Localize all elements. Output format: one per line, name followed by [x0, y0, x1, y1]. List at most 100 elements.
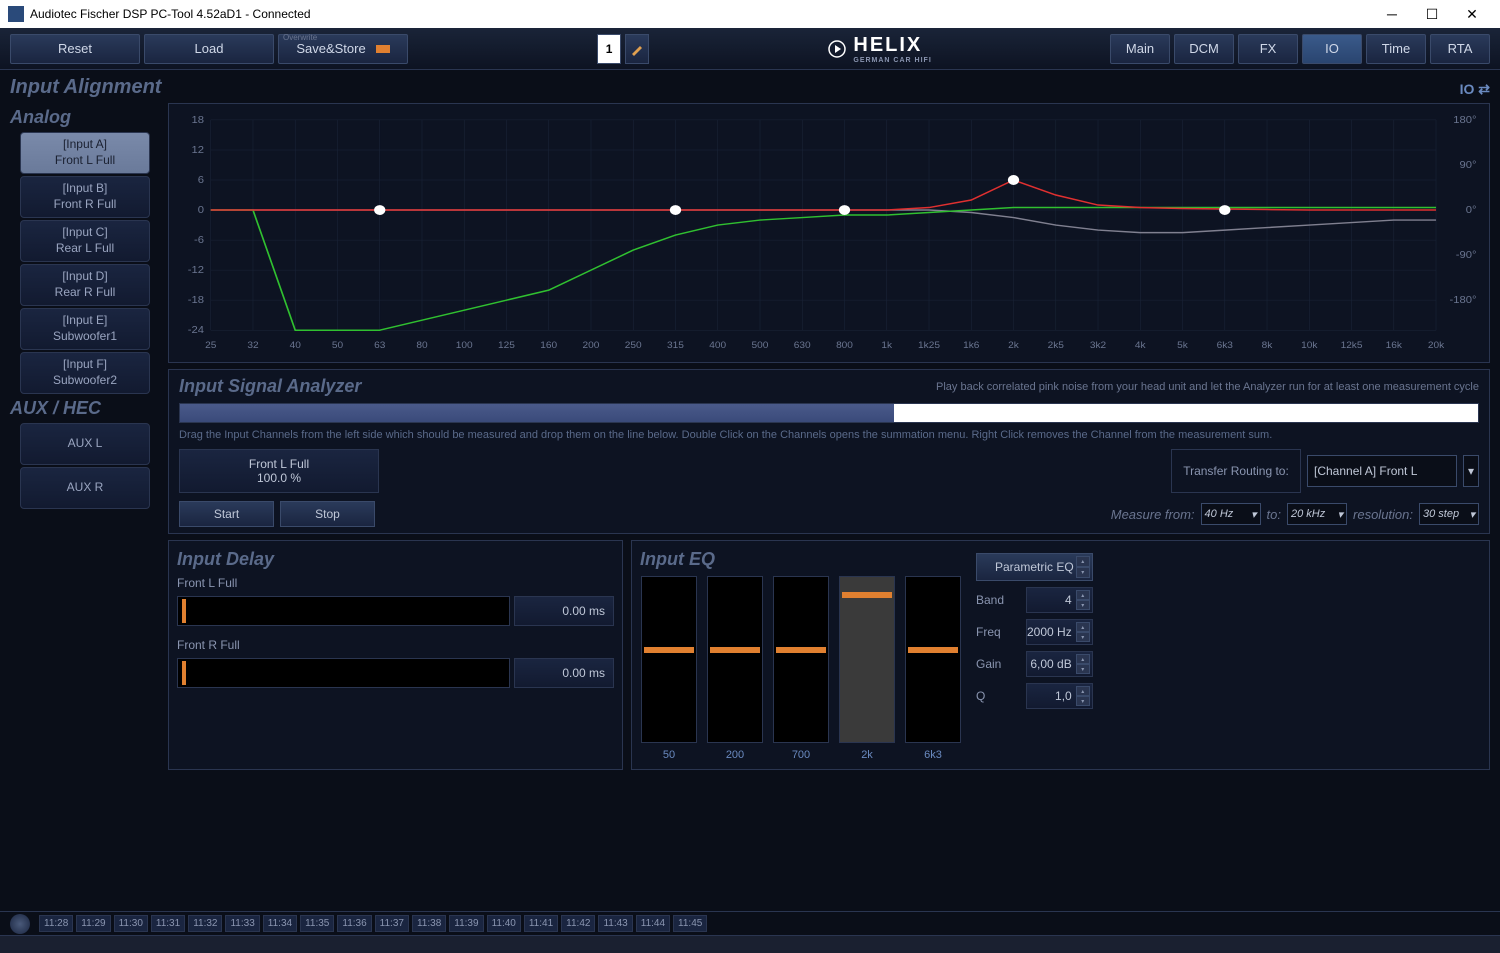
eq-band-slider[interactable]	[641, 576, 697, 743]
edit-icon[interactable]	[625, 34, 649, 64]
input-subwoofer2[interactable]: [Input F]Subwoofer2	[20, 352, 150, 394]
history-icon[interactable]	[10, 914, 30, 934]
close-button[interactable]: ✕	[1452, 0, 1492, 28]
svg-text:-180°: -180°	[1450, 295, 1477, 306]
eq-param-value[interactable]: 4▴▾	[1026, 587, 1093, 613]
start-button[interactable]: Start	[179, 501, 274, 527]
page-indicator[interactable]: 1	[597, 34, 621, 64]
analog-header: Analog	[10, 107, 160, 128]
svg-text:1k6: 1k6	[963, 341, 979, 351]
history-step[interactable]: 11:36	[337, 915, 371, 932]
tab-time[interactable]: Time	[1366, 34, 1426, 64]
input-front-l-full[interactable]: [Input A]Front L Full	[20, 132, 150, 174]
svg-text:500: 500	[752, 341, 769, 351]
svg-text:6k3: 6k3	[1217, 341, 1233, 351]
tab-dcm[interactable]: DCM	[1174, 34, 1234, 64]
transfer-routing-select[interactable]: [Channel A] Front L	[1307, 455, 1457, 487]
spin-down-icon[interactable]: ▾	[1076, 632, 1090, 642]
input-delay-panel: Input Delay Front L Full0.00 msFront R F…	[168, 540, 623, 770]
svg-text:-24: -24	[188, 325, 204, 336]
spin-up-icon[interactable]: ▴	[1076, 590, 1090, 600]
delay-slider[interactable]	[177, 596, 510, 626]
history-step[interactable]: 11:40	[487, 915, 521, 932]
eq-param-label: Band	[976, 593, 1026, 607]
input-eq-panel: Input EQ 502007002k6k3 Parametric EQ ▴▾ …	[631, 540, 1490, 770]
resolution-select[interactable]: 30 step▾	[1419, 503, 1479, 525]
svg-text:200: 200	[583, 341, 600, 351]
tab-rta[interactable]: RTA	[1430, 34, 1490, 64]
svg-text:-6: -6	[194, 235, 204, 246]
eq-param-label: Freq	[976, 625, 1026, 639]
svg-text:630: 630	[794, 341, 811, 351]
input-rear-l-full[interactable]: [Input C]Rear L Full	[20, 220, 150, 262]
history-step[interactable]: 11:30	[114, 915, 148, 932]
input-aux-r[interactable]: AUX R	[20, 467, 150, 509]
svg-text:180°: 180°	[1453, 114, 1476, 125]
svg-text:100: 100	[456, 341, 473, 351]
eq-param-label: Q	[976, 689, 1026, 703]
tab-io[interactable]: IO	[1302, 34, 1362, 64]
spin-down-icon[interactable]: ▾	[1076, 696, 1090, 706]
maximize-button[interactable]: ☐	[1412, 0, 1452, 28]
history-step[interactable]: 11:35	[300, 915, 334, 932]
input-subwoofer1[interactable]: [Input E]Subwoofer1	[20, 308, 150, 350]
stop-button[interactable]: Stop	[280, 501, 375, 527]
svg-text:25: 25	[205, 341, 216, 351]
svg-text:4k: 4k	[1135, 341, 1146, 351]
measure-to-select[interactable]: 20 kHz▾	[1287, 503, 1347, 525]
spin-down-icon[interactable]: ▾	[1076, 664, 1090, 674]
tab-main[interactable]: Main	[1110, 34, 1170, 64]
eq-type-select[interactable]: Parametric EQ ▴▾	[976, 553, 1093, 581]
history-step[interactable]: 11:44	[636, 915, 670, 932]
delay-value[interactable]: 0.00 ms	[514, 596, 614, 626]
save-store-button[interactable]: Overwrite Save&Store	[278, 34, 408, 64]
delay-slider[interactable]	[177, 658, 510, 688]
eq-band-slider[interactable]	[773, 576, 829, 743]
brand-logo: HELIXGERMAN CAR HIFI	[653, 34, 1106, 64]
reset-button[interactable]: Reset	[10, 34, 140, 64]
history-step[interactable]: 11:43	[598, 915, 632, 932]
history-step[interactable]: 11:32	[188, 915, 222, 932]
eq-param-value[interactable]: 1,0▴▾	[1026, 683, 1093, 709]
history-step[interactable]: 11:41	[524, 915, 558, 932]
input-rear-r-full[interactable]: [Input D]Rear R Full	[20, 264, 150, 306]
history-step[interactable]: 11:31	[151, 915, 185, 932]
eq-band-slider[interactable]	[905, 576, 961, 743]
history-step[interactable]: 11:38	[412, 915, 446, 932]
spin-up-icon[interactable]: ▴	[1076, 654, 1090, 664]
measured-channel-box[interactable]: Front L Full 100.0 %	[179, 449, 379, 493]
io-shortcut-icon[interactable]: IO ⇄	[1460, 81, 1490, 98]
eq-band-slider[interactable]	[839, 576, 895, 743]
load-button[interactable]: Load	[144, 34, 274, 64]
history-step[interactable]: 11:37	[375, 915, 409, 932]
history-step[interactable]: 11:39	[449, 915, 483, 932]
eq-band-slider[interactable]	[707, 576, 763, 743]
measure-from-select[interactable]: 40 Hz▾	[1201, 503, 1261, 525]
eq-param-value[interactable]: 6,00 dB▴▾	[1026, 651, 1093, 677]
spin-down-icon[interactable]: ▾	[1076, 600, 1090, 610]
tab-fx[interactable]: FX	[1238, 34, 1298, 64]
minimize-button[interactable]: ─	[1372, 0, 1412, 28]
input-aux-l[interactable]: AUX L	[20, 423, 150, 465]
eq-param-value[interactable]: 2000 Hz▴▾	[1026, 619, 1093, 645]
spin-up-icon[interactable]: ▴	[1076, 686, 1090, 696]
history-step[interactable]: 11:45	[673, 915, 707, 932]
measure-to-label: to:	[1267, 507, 1281, 522]
history-step[interactable]: 11:34	[263, 915, 297, 932]
transfer-dropdown-icon[interactable]: ▾	[1463, 455, 1479, 487]
input-front-r-full[interactable]: [Input B]Front R Full	[20, 176, 150, 218]
history-step[interactable]: 11:33	[225, 915, 259, 932]
svg-text:3k2: 3k2	[1090, 341, 1106, 351]
svg-text:-18: -18	[188, 295, 204, 306]
delay-value[interactable]: 0.00 ms	[514, 658, 614, 688]
svg-text:2k5: 2k5	[1048, 341, 1064, 351]
history-step[interactable]: 11:29	[76, 915, 110, 932]
history-step[interactable]: 11:42	[561, 915, 595, 932]
history-step[interactable]: 11:28	[39, 915, 73, 932]
analyzer-panel: Input Signal Analyzer Play back correlat…	[168, 369, 1490, 534]
svg-text:12: 12	[191, 145, 204, 156]
spin-up-icon[interactable]: ▴	[1076, 622, 1090, 632]
window-title: Audiotec Fischer DSP PC-Tool 4.52aD1 - C…	[30, 7, 1372, 21]
analyzer-title: Input Signal Analyzer	[179, 376, 361, 397]
eq-chart[interactable]: 181260-6-12-18-24180°90°0°-90°-180°25324…	[168, 103, 1490, 363]
